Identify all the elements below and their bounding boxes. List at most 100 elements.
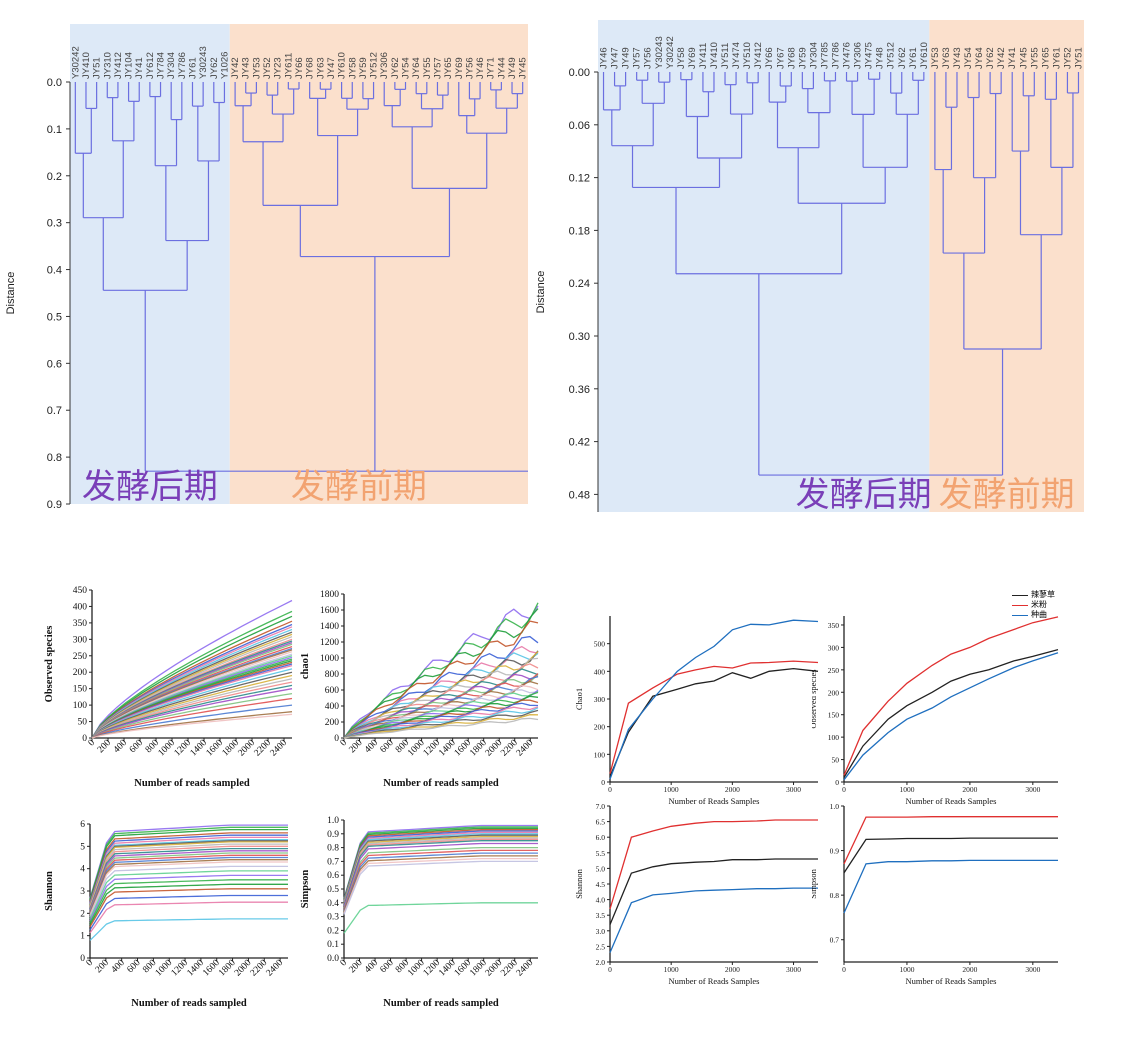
x-tick-label: 1000 — [157, 738, 178, 759]
y-tick-label: 1 — [80, 932, 85, 942]
y-tick-label: 0.3 — [327, 913, 339, 923]
y-tick-label: 150 — [828, 711, 840, 720]
chart-simpson-right: 0 1000 2000 3000 0.7 0.8 0.9 1.0 Number of Reads… — [812, 802, 1058, 986]
legend-label: 辣蓼草 — [1031, 590, 1055, 599]
leaf-label: JY304 — [166, 52, 177, 79]
leaf-label: JY59 — [797, 47, 808, 69]
series-line — [89, 847, 288, 910]
y-tick-label: 0.9 — [47, 499, 62, 511]
x-tick-label: 1000 — [664, 785, 679, 794]
legend-swatch-rice — [1012, 604, 1028, 606]
leaf-label: JY610 — [337, 52, 348, 79]
series-line — [343, 835, 538, 904]
x-tick-label: 1400 — [189, 738, 210, 759]
legend-item: 种曲 — [1012, 610, 1055, 620]
leaf-label: Y1026 — [219, 52, 230, 79]
series-line — [343, 826, 538, 900]
x-tick-label: 400 — [112, 738, 129, 755]
x-tick-label: 2000 — [725, 965, 740, 974]
series-line — [89, 824, 288, 899]
x-tick-label: 600 — [125, 958, 142, 975]
y-tick-label: 6.0 — [596, 833, 606, 842]
leaf-label: JY51 — [1073, 47, 1084, 69]
leaf-label: JY54 — [401, 57, 412, 79]
x-tick-label: 3000 — [1025, 965, 1040, 974]
leaf-label: JY410 — [81, 52, 92, 79]
y-tick-label: 0.2 — [47, 171, 62, 183]
leaf-label: JY63 — [941, 47, 952, 69]
x-tick-label: 3000 — [786, 785, 801, 794]
series-line — [343, 714, 539, 739]
leaf-label: JY47 — [610, 47, 621, 69]
y-tick-label: 0.9 — [830, 847, 840, 856]
leaf-label: JY68 — [786, 47, 797, 69]
y-axis-label: Simpson — [300, 870, 311, 909]
early-stage-region — [929, 20, 1084, 512]
x-tick-label: 3000 — [786, 965, 801, 974]
leaf-label: JY306 — [379, 52, 390, 79]
y-tick-label: 1600 — [320, 606, 339, 616]
y-tick-label: 0.0 — [327, 954, 339, 964]
y-tick-label: 400 — [73, 602, 88, 612]
legend-label: 种曲 — [1031, 610, 1047, 619]
y-tick-label: 300 — [594, 695, 606, 704]
leaf-label: Y30243 — [198, 46, 209, 79]
leaf-label: JY45 — [518, 57, 529, 79]
series-line — [609, 660, 819, 774]
series-line — [343, 709, 539, 739]
x-tick-label: 400 — [363, 958, 380, 975]
series-line — [343, 852, 538, 912]
leaf-label: JY69 — [454, 57, 465, 79]
leaf-label: JY57 — [432, 57, 443, 79]
series-line — [343, 842, 538, 907]
y-tick-label: 4.0 — [596, 896, 606, 905]
series-line — [343, 827, 538, 900]
leaf-label: Y30243 — [654, 36, 665, 69]
leaf-label: JY64 — [411, 57, 422, 79]
y-tick-label: 350 — [73, 619, 88, 629]
y-tick-label: 0.8 — [830, 891, 840, 900]
series-line — [91, 684, 293, 739]
leaf-label: JY61 — [908, 47, 919, 69]
leaf-label: JY48 — [875, 47, 886, 69]
series-line — [89, 852, 288, 912]
y-tick-label: 1400 — [320, 622, 339, 632]
leaf-label: JY45 — [1018, 47, 1029, 69]
x-tick-label: 1400 — [185, 958, 206, 979]
x-tick-label: 600 — [128, 738, 145, 755]
y-tick-label: 0.12 — [569, 173, 590, 185]
leaf-label: JY64 — [974, 47, 985, 69]
y-tick-label: 5.0 — [596, 864, 606, 873]
leaf-label: JY58 — [347, 57, 358, 79]
leaf-label: JY49 — [507, 57, 518, 79]
x-tick-label: 2400 — [515, 958, 536, 979]
y-tick-label: 100 — [594, 750, 606, 759]
series-line — [343, 902, 538, 934]
x-tick-label: 1800 — [221, 738, 242, 759]
series-line — [343, 846, 538, 909]
y-tick-label: 0.8 — [47, 452, 62, 464]
x-tick-label: 200 — [347, 738, 364, 755]
y-tick-label: 7.0 — [596, 802, 606, 811]
y-axis-label: Observed species — [812, 669, 818, 728]
x-axis-label: Number of reads sampled — [383, 998, 499, 1009]
x-tick-label: 2400 — [269, 738, 290, 759]
series-line — [91, 713, 293, 739]
y-tick-label: 0.4 — [327, 899, 339, 909]
y-tick-label: 150 — [73, 685, 88, 695]
series-line — [89, 826, 288, 900]
leaf-label: JY104 — [124, 52, 135, 79]
leaf-label: JY46 — [599, 47, 610, 69]
y-tick-label: 3.0 — [596, 927, 606, 936]
y-tick-label: 0 — [835, 778, 839, 787]
y-tick-label: 1800 — [320, 590, 339, 600]
series-line — [609, 858, 818, 925]
leaf-label: JY610 — [919, 42, 930, 69]
series-line — [89, 901, 288, 934]
y-tick-label: 0.0 — [47, 77, 62, 89]
y-tick-label: 200 — [325, 718, 340, 728]
y-tick-label: 0.7 — [47, 405, 62, 417]
y-axis-label: Distance — [536, 271, 547, 314]
leaf-label: JY23 — [273, 57, 284, 79]
y-axis-label: Shannon — [44, 871, 55, 911]
